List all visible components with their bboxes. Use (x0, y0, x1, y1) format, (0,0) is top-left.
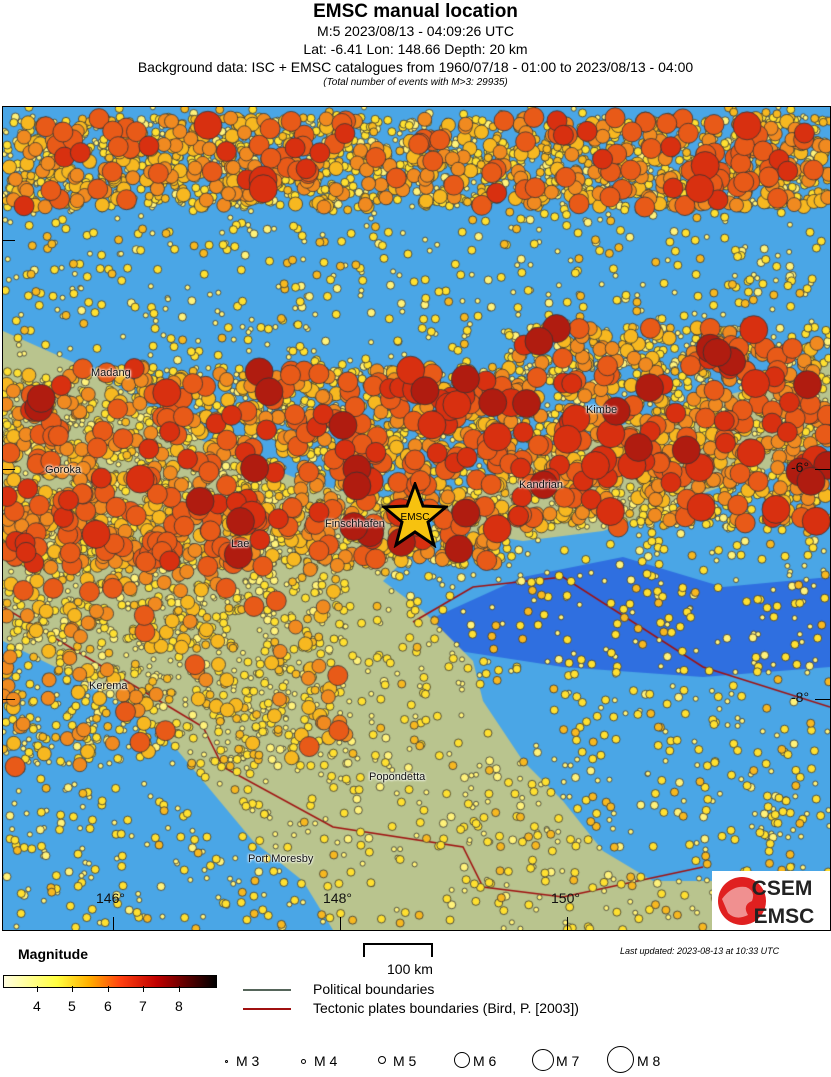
scale-label: 100 km (387, 961, 433, 977)
colorbar-tick (108, 986, 109, 992)
lat-tick (3, 469, 15, 470)
town-port-moresby: Port Moresby (248, 853, 314, 865)
town-finschhafen: Finschhafen (325, 518, 385, 530)
m5-label: M 5 (393, 1053, 417, 1069)
lat-tick (3, 699, 15, 700)
town-kerema: Kerema (89, 680, 128, 692)
m4-label: M 4 (314, 1053, 338, 1069)
lat-tick (815, 469, 830, 470)
colorbar-label-6: 6 (104, 998, 112, 1014)
colorbar-tick (72, 986, 73, 992)
background-data-info: Background data: ISC + EMSC catalogues f… (137, 59, 694, 75)
csem-emsc-logo: CSEM EMSC (712, 871, 830, 930)
tectonic-boundary-line (243, 1008, 291, 1010)
epicenter-star-icon[interactable]: EMSC (382, 482, 448, 548)
svg-text:CSEM: CSEM (752, 877, 813, 900)
m5-symbol (378, 1056, 386, 1064)
epicenter-label: EMSC (401, 512, 430, 523)
colorbar-tick (143, 986, 144, 992)
colorbar-label-5: 5 (68, 998, 76, 1014)
colorbar-label-8: 8 (175, 998, 183, 1014)
town-lae: Lae (231, 538, 250, 550)
town-kimbe: Kimbe (586, 404, 618, 416)
lon-label-146: 146° (96, 890, 125, 906)
lon-tick (113, 917, 114, 930)
colorbar-label-7: 7 (139, 998, 147, 1014)
town-goroka: Goroka (45, 464, 82, 476)
last-updated: Last updated: 2023-08-13 at 10:33 UTC (620, 946, 780, 956)
m8-label: M 8 (637, 1053, 661, 1069)
m8-symbol (607, 1046, 634, 1073)
colorbar-tick (37, 986, 38, 992)
colorbar-label-4: 4 (33, 998, 41, 1014)
lat-tick (3, 240, 15, 241)
map-title: EMSC manual location (313, 1, 518, 22)
lon-tick (567, 917, 568, 930)
town-popondetta: Popondetta (369, 771, 426, 783)
lon-label-148: 148° (323, 890, 352, 906)
lon-label-150: 150° (551, 890, 580, 906)
total-events: (Total number of events with M>3: 29935) (323, 77, 508, 88)
magnitude-legend-title: Magnitude (18, 946, 88, 962)
m4-symbol (301, 1059, 306, 1064)
scale-bar (363, 943, 433, 957)
tectonic-boundaries-label: Tectonic plates boundaries (Bird, P. [20… (313, 1000, 579, 1016)
lat-tick (815, 699, 830, 700)
magnitude-colorbar (3, 975, 217, 988)
lat-label-6: -6° (791, 459, 810, 475)
m7-symbol (532, 1049, 554, 1071)
m6-label: M 6 (473, 1053, 497, 1069)
lon-tick (340, 917, 341, 930)
lat-label-8: -8° (791, 689, 810, 705)
colorbar-tick (179, 986, 180, 992)
political-boundaries-label: Political boundaries (313, 981, 435, 997)
town-kandrian: Kandrian (519, 479, 564, 491)
svg-text:EMSC: EMSC (754, 905, 815, 928)
town-madang: Madang (91, 367, 131, 379)
m7-label: M 7 (556, 1053, 580, 1069)
event-location: Lat: -6.41 Lon: 148.66 Depth: 20 km (303, 41, 528, 57)
m6-symbol (454, 1052, 470, 1068)
m3-label: M 3 (236, 1053, 260, 1069)
seismicity-map[interactable]: Madang Goroka Lae Finschhafen Kimbe Kand… (2, 106, 831, 931)
political-boundary-line (243, 989, 291, 991)
m3-symbol (225, 1060, 228, 1063)
event-info: M:5 2023/08/13 - 04:09:26 UTC (317, 23, 514, 39)
